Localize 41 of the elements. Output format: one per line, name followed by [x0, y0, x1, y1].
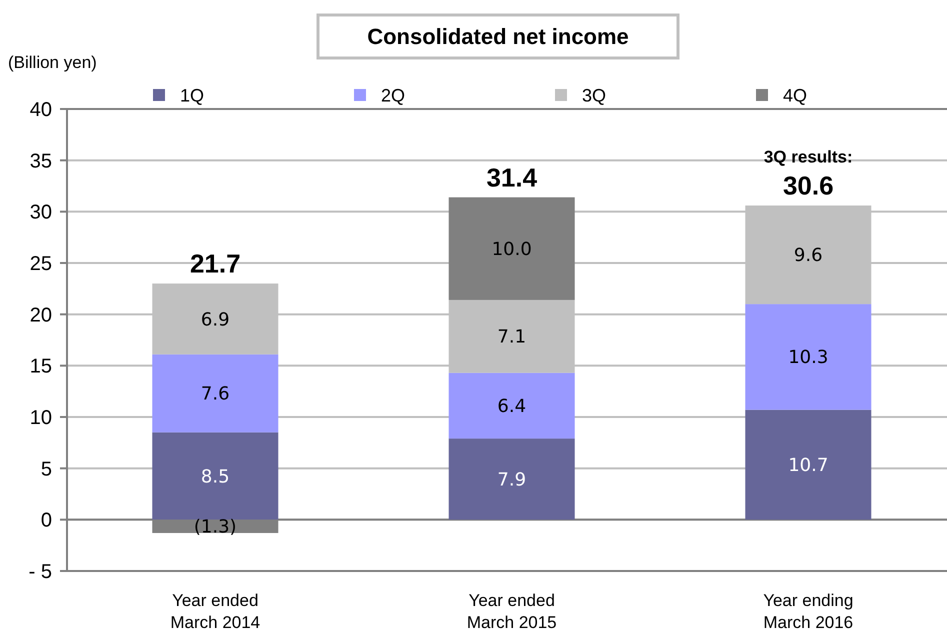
data-label: 7.1	[497, 326, 526, 348]
chart-title: Consolidated net income	[367, 24, 629, 49]
y-axis-title: (Billion yen)	[8, 53, 97, 72]
y-tick-label: 10	[30, 407, 52, 429]
bar	[745, 304, 872, 410]
data-label: 8.5	[200, 466, 230, 488]
legend-label: 2Q	[381, 85, 406, 106]
data-label: 6.4	[497, 396, 526, 418]
y-tick-label: 35	[30, 150, 52, 172]
y-tick-label: 20	[30, 304, 52, 326]
bar	[448, 438, 575, 520]
data-label: 9.6	[794, 245, 823, 266]
total-label: 21.7	[190, 248, 241, 279]
x-tick-label: Year ended March 2015	[466, 591, 557, 632]
y-tick-label: 25	[30, 253, 52, 275]
y-tick-label: 40	[30, 99, 52, 121]
y-tick-label: 5	[40, 458, 52, 480]
bar	[745, 410, 872, 520]
y-tick-label: 0	[40, 510, 52, 532]
legend-label: 4Q	[783, 85, 808, 106]
legend-label: 3Q	[582, 85, 606, 106]
x-tick-label: Year ended March 2014	[170, 591, 260, 632]
bar	[448, 372, 575, 439]
legend-label: 1Q	[180, 85, 204, 106]
annotation: 3Q results:	[764, 148, 853, 167]
bar	[152, 432, 278, 520]
bar	[152, 354, 278, 432]
data-label: 6.9	[200, 309, 230, 330]
data-label: 7.9	[497, 469, 526, 490]
total-label: 30.6	[782, 170, 834, 201]
data-label: 10.3	[788, 347, 828, 368]
x-tick-label: Year ending March 2016	[763, 591, 854, 632]
y-tick-label: - 5	[28, 561, 52, 583]
data-label: 10.7	[788, 455, 828, 476]
total-label: 31.4	[486, 162, 538, 192]
data-label: 7.6	[200, 384, 230, 405]
y-tick-label: 15	[30, 356, 52, 378]
data-label: (1.3)	[194, 516, 237, 538]
bar	[448, 197, 575, 300]
data-label: 10.0	[492, 238, 532, 260]
y-tick-label: 30	[30, 202, 52, 224]
